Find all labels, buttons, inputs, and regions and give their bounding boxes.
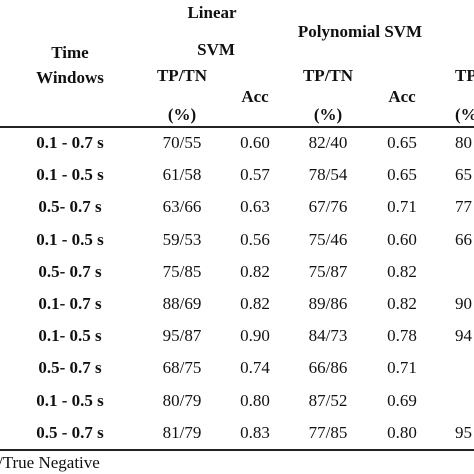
- cell: 70/55: [162, 133, 202, 152]
- cell: 67/76: [308, 197, 348, 217]
- group-title: Polynomial SVM: [297, 22, 423, 41]
- column-header: (%): [313, 105, 343, 124]
- footnote: /True Negative: [0, 453, 100, 472]
- cell: 0.80: [240, 390, 270, 410]
- cell: 75/85: [162, 261, 202, 281]
- cell: 0.90: [240, 326, 270, 346]
- row-label: 0.5- 0.7 s: [38, 197, 102, 217]
- cell: 89/86: [308, 294, 348, 313]
- row-label: 0.1 - 0.7 s: [36, 133, 104, 152]
- cell: 84/73: [308, 326, 348, 346]
- column-header: TP/: [455, 66, 474, 85]
- cell: 0.56: [240, 229, 270, 249]
- column-header: TP/TN: [302, 66, 354, 85]
- cell: 80/79: [162, 390, 202, 410]
- cell: 0.60: [240, 133, 270, 152]
- group-title: SVM: [197, 40, 235, 59]
- cell: 61/58: [162, 165, 202, 185]
- row-label: 0.1 - 0.5 s: [36, 165, 104, 185]
- cell: 0.71: [387, 197, 417, 217]
- cell: 0.78: [387, 326, 417, 346]
- cell: 66/86: [308, 358, 348, 378]
- cell: 0.82: [387, 261, 417, 281]
- column-header: Windows: [36, 68, 104, 87]
- cell: 0.65: [387, 133, 417, 152]
- cell: 59/53: [162, 229, 202, 249]
- column-header: (%: [455, 105, 474, 124]
- cell: 75/46: [308, 229, 348, 249]
- cell: 88/69: [162, 294, 202, 313]
- column-header: TP/TN: [156, 66, 208, 85]
- cell: 95: [455, 422, 472, 442]
- row-label: 0.1- 0.7 s: [38, 294, 102, 313]
- row-label: 0.1 - 0.5 s: [36, 229, 104, 249]
- cell: 94: [455, 326, 472, 346]
- cell: 82/40: [308, 133, 348, 152]
- cell: 0.82: [240, 294, 270, 313]
- cell: 65: [455, 165, 472, 185]
- row-label: 0.1- 0.5 s: [38, 326, 102, 346]
- row-label: 0.5- 0.7 s: [38, 261, 102, 281]
- cell: 0.65: [387, 165, 417, 185]
- cell: 81/79: [162, 422, 202, 442]
- cell: 87/52: [308, 390, 348, 410]
- cell: 95/87: [162, 326, 202, 346]
- column-header: (%): [167, 105, 197, 124]
- row-label: 0.5- 0.7 s: [38, 358, 102, 378]
- cell: 0.57: [240, 165, 270, 185]
- cell: 0.71: [387, 358, 417, 378]
- cell: 63/66: [162, 197, 202, 217]
- cell: 66: [455, 229, 472, 249]
- cell: 0.63: [240, 197, 270, 217]
- cell: 77: [455, 197, 472, 217]
- cell: 0.82: [240, 261, 270, 281]
- cell: 0.74: [240, 358, 270, 378]
- cell: 80: [455, 133, 472, 152]
- cell: 0.60: [387, 229, 417, 249]
- cell: 0.69: [387, 390, 417, 410]
- column-header: Acc: [241, 87, 269, 106]
- cell: 75/87: [308, 261, 348, 281]
- group-title: Linear: [187, 3, 237, 22]
- cell: 77/85: [308, 422, 348, 442]
- cell: 90: [455, 294, 472, 313]
- column-header: Acc: [388, 87, 416, 106]
- row-label: 0.1 - 0.5 s: [36, 390, 104, 410]
- cell: 0.80: [387, 422, 417, 442]
- cell: 78/54: [308, 165, 348, 185]
- bottom-rule: [0, 449, 474, 451]
- cell: 68/75: [162, 358, 202, 378]
- header-rule: [0, 126, 474, 128]
- row-label: 0.5 - 0.7 s: [36, 422, 104, 442]
- column-header: Time: [51, 43, 89, 62]
- cell: 0.82: [387, 294, 417, 313]
- cell: 0.83: [240, 422, 270, 442]
